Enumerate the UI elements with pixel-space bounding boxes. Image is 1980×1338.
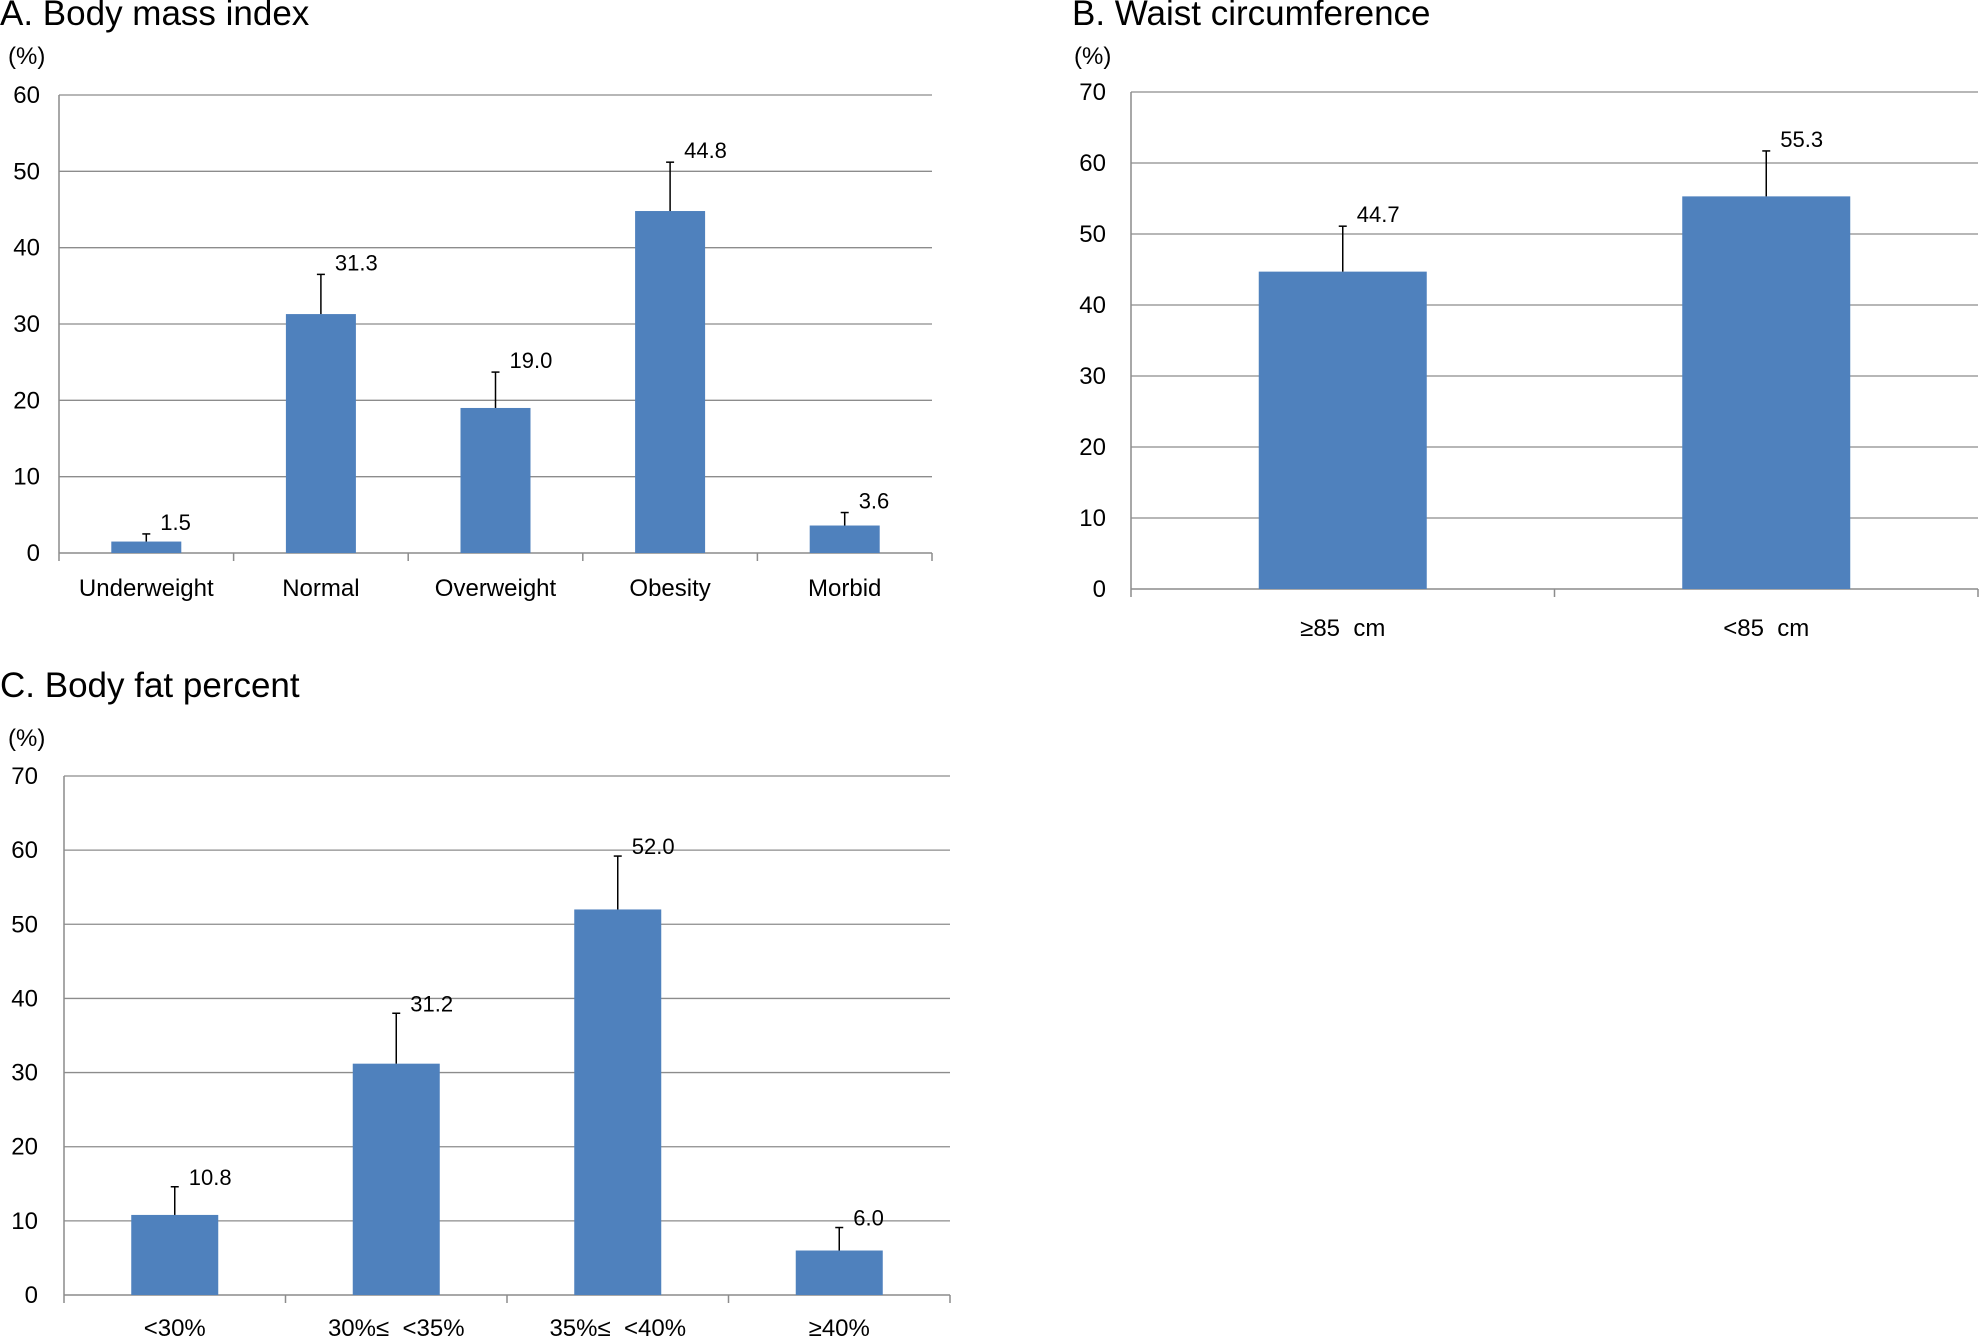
data-label: 31.2 xyxy=(410,991,453,1016)
y-tick-label: 10 xyxy=(11,1208,38,1235)
chart-body-fat: C. Body fat percent (%) 0 10 20 30 40 50 60 70 1… xyxy=(0,666,951,1338)
bar xyxy=(1258,271,1427,589)
y-tick-label: 50 xyxy=(1079,221,1106,248)
y-tick-label: 50 xyxy=(11,911,38,938)
y-tick-label: 60 xyxy=(13,82,40,109)
x-tick-label: 30%≤ <35% xyxy=(328,1315,465,1338)
y-tick-label: 20 xyxy=(13,387,40,414)
y-tick-label: 50 xyxy=(13,158,40,185)
bar xyxy=(1682,196,1851,589)
y-tick-label: 60 xyxy=(1079,150,1106,177)
chart-title: B. Waist circumference xyxy=(1072,0,1431,33)
y-tick-label: 20 xyxy=(1079,434,1106,461)
bar xyxy=(809,525,880,553)
y-tick-label: 10 xyxy=(1079,505,1106,532)
data-label: 44.8 xyxy=(684,138,727,163)
bar xyxy=(574,909,662,1295)
y-tick-label: 0 xyxy=(1093,576,1106,603)
y-tick-label: 10 xyxy=(13,464,40,491)
x-tick-label: Obesity xyxy=(629,575,710,602)
data-label: 19.0 xyxy=(510,348,553,373)
x-tick-label: <85 cm xyxy=(1723,615,1809,642)
data-label: 1.5 xyxy=(160,510,191,535)
y-unit-label: (%) xyxy=(8,725,45,752)
data-label: 55.3 xyxy=(1780,127,1823,152)
x-tick-label: Overweight xyxy=(435,575,557,602)
chart-waist: B. Waist circumference (%) 0 10 20 30 40 50 60… xyxy=(1072,0,1979,642)
bar xyxy=(352,1063,440,1295)
x-tick-label: <30% xyxy=(144,1315,206,1338)
y-tick-label: 40 xyxy=(1079,292,1106,319)
x-tick-label: ≥85 cm xyxy=(1300,615,1385,642)
bar xyxy=(131,1214,219,1295)
y-tick-label: 0 xyxy=(25,1282,38,1309)
y-tick-label: 60 xyxy=(11,837,38,864)
data-label: 52.0 xyxy=(632,834,675,859)
y-tick-label: 0 xyxy=(27,540,40,567)
data-label: 6.0 xyxy=(853,1206,884,1231)
bar xyxy=(111,541,182,553)
y-tick-label: 30 xyxy=(11,1060,38,1087)
y-tick-label: 70 xyxy=(1079,79,1106,106)
y-unit-label: (%) xyxy=(8,43,45,70)
data-label: 10.8 xyxy=(189,1165,232,1190)
x-tick-label: Underweight xyxy=(79,575,214,602)
x-tick-label: 35%≤ <40% xyxy=(549,1315,686,1338)
y-tick-label: 30 xyxy=(1079,363,1106,390)
bar xyxy=(635,211,706,553)
bar xyxy=(460,407,531,553)
data-label: 31.3 xyxy=(335,250,378,275)
data-label: 44.7 xyxy=(1357,202,1400,227)
chart-bmi: A. Body mass index (%) 0 10 20 30 40 50 60 1.5 U… xyxy=(0,0,933,602)
chart-title: A. Body mass index xyxy=(0,0,310,33)
x-tick-label: Normal xyxy=(282,575,359,602)
y-tick-label: 70 xyxy=(11,763,38,790)
y-tick-label: 40 xyxy=(13,235,40,262)
y-tick-label: 20 xyxy=(11,1134,38,1161)
data-label: 3.6 xyxy=(859,489,890,514)
bar xyxy=(795,1250,883,1295)
y-unit-label: (%) xyxy=(1074,43,1111,70)
x-tick-label: Morbid xyxy=(808,575,881,602)
bar xyxy=(285,314,356,553)
y-tick-label: 40 xyxy=(11,985,38,1012)
chart-title: C. Body fat percent xyxy=(0,666,300,705)
y-tick-label: 30 xyxy=(13,311,40,338)
x-tick-label: ≥40% xyxy=(809,1315,870,1338)
